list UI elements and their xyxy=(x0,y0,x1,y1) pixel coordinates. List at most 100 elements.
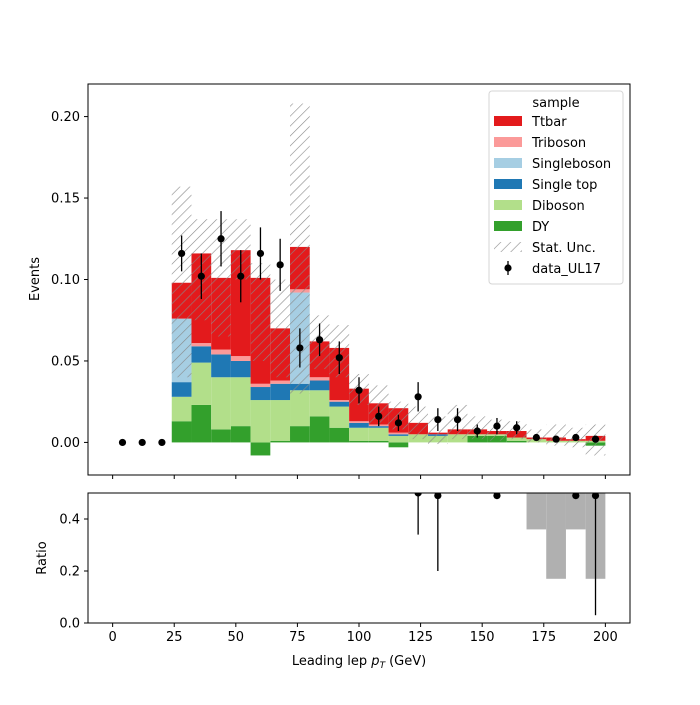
data-point-10 xyxy=(315,336,324,344)
bar-single-top-0 xyxy=(171,382,192,397)
x-tick-label-3: 75 xyxy=(289,630,306,645)
data-point-14 xyxy=(394,419,403,427)
bar-dy-2 xyxy=(211,429,231,443)
bar-single-top-2 xyxy=(211,354,231,378)
legend-swatch-triboson xyxy=(494,137,522,147)
x-axis-label-text: Leading lep xyxy=(292,654,367,669)
x-tick-label-6: 150 xyxy=(470,630,495,645)
x-tick-label-7: 175 xyxy=(531,630,556,645)
bar-diboson-3 xyxy=(230,377,251,427)
bar-triboson-5 xyxy=(270,380,291,384)
legend-label-diboson: Diboson xyxy=(532,199,585,214)
bar-single-top-11 xyxy=(388,434,409,436)
data-point-12 xyxy=(355,386,363,394)
legend-label-single-top: Single top xyxy=(532,178,597,193)
bar-triboson-1 xyxy=(191,343,212,347)
bar-diboson-2 xyxy=(211,377,231,430)
data-point-20 xyxy=(513,424,521,432)
bar-diboson-11 xyxy=(388,435,409,443)
bar-dy-17 xyxy=(506,440,527,443)
legend-label-ttbar: Ttbar xyxy=(531,115,567,130)
bar-diboson-8 xyxy=(329,406,350,428)
legend-label-data-ul17: data_UL17 xyxy=(532,262,601,277)
bar-dy-7 xyxy=(309,416,330,443)
bar-dy-5 xyxy=(270,440,291,443)
ratio-y-tick-label-2: 0.4 xyxy=(59,513,80,528)
stat-unc-band-12 xyxy=(408,406,428,440)
data-point-8 xyxy=(276,261,284,269)
legend-label-stat-unc: Stat. Unc. xyxy=(532,241,596,256)
main-y-tick-label-4: 0.20 xyxy=(51,110,80,125)
ratio-y-tick-label-1: 0.2 xyxy=(59,565,80,580)
bar-triboson-7 xyxy=(309,377,330,381)
data-point-19 xyxy=(493,422,501,430)
data-point-1 xyxy=(138,438,146,447)
stat-unc-band-10 xyxy=(368,385,389,425)
x-tick-label-0: 0 xyxy=(108,630,116,645)
data-point-2 xyxy=(158,438,166,447)
data-point-16 xyxy=(434,416,442,424)
legend-swatch-ttbar xyxy=(494,116,522,126)
legend-label-triboson: Triboson xyxy=(531,136,586,151)
bar-diboson-7 xyxy=(309,390,330,417)
bar-triboson-4 xyxy=(250,383,271,388)
stat-unc-band-6 xyxy=(290,103,310,394)
legend-title: sample xyxy=(532,96,579,111)
data-point-15 xyxy=(414,393,422,401)
ratio-point-3 xyxy=(572,493,580,500)
bar-triboson-2 xyxy=(211,349,231,355)
legend-label-dy: DY xyxy=(532,220,549,235)
bar-triboson-3 xyxy=(230,356,251,361)
ratio-point-1 xyxy=(434,493,442,500)
bar-triboson-11 xyxy=(388,432,409,435)
ratio-plot-area: 0.0 0.2 0.4 0 25 50 75 100 125 150 175 200 Ratio L… xyxy=(35,492,631,671)
bar-single-top-9 xyxy=(349,422,369,428)
stat-unc-band-19 xyxy=(546,424,566,446)
bar-dy-0 xyxy=(171,421,192,443)
legend-swatch-dy xyxy=(494,221,522,231)
data-point-3 xyxy=(178,249,186,258)
main-y-axis-label: Events xyxy=(28,257,43,301)
main-y-tick-label-3: 0.15 xyxy=(51,192,80,207)
bar-diboson-6 xyxy=(290,390,310,427)
x-axis-label-subscript: T xyxy=(380,661,387,671)
legend-swatch-singleboson xyxy=(494,158,522,168)
legend-swatch-stat-unc xyxy=(494,242,522,252)
x-tick-label-1: 25 xyxy=(166,630,183,645)
bar-dy-11 xyxy=(388,442,409,448)
data-point-22 xyxy=(552,435,560,443)
ratio-unc-band-0 xyxy=(526,493,547,530)
ratio-y-tick-label-0: 0.0 xyxy=(59,617,80,632)
legend-marker-data-ul17 xyxy=(504,264,512,272)
data-point-17 xyxy=(453,416,462,424)
ratio-point-0 xyxy=(414,493,422,497)
x-axis-label-symbol: p xyxy=(370,654,379,669)
ratio-point-2 xyxy=(493,493,501,500)
data-point-21 xyxy=(532,433,540,442)
bar-single-top-10 xyxy=(368,426,389,428)
ratio-point-4 xyxy=(591,493,600,500)
bar-diboson-9 xyxy=(349,427,369,441)
bar-dy-8 xyxy=(329,427,350,443)
main-y-tick-label-0: 0.00 xyxy=(51,436,80,451)
legend-label-singleboson: Singleboson xyxy=(532,157,611,172)
bar-dy-9 xyxy=(349,440,369,443)
bar-dy-10 xyxy=(368,440,389,443)
bar-triboson-9 xyxy=(349,421,369,423)
bar-diboson-10 xyxy=(368,427,389,441)
data-point-9 xyxy=(296,344,304,352)
data-point-7 xyxy=(256,249,265,258)
stat-unc-band-0 xyxy=(171,186,192,378)
x-tick-label-4: 100 xyxy=(347,630,372,645)
bar-dy-4 xyxy=(250,442,271,456)
data-point-6 xyxy=(237,272,245,280)
stat-unc-band-5 xyxy=(270,279,291,378)
ratio-y-axis-label: Ratio xyxy=(35,541,50,574)
data-point-4 xyxy=(197,272,205,280)
bar-diboson-1 xyxy=(191,362,212,405)
bar-triboson-8 xyxy=(329,400,350,402)
x-tick-label-2: 50 xyxy=(228,630,245,645)
stat-unc-band-4 xyxy=(250,263,271,361)
bar-dy-3 xyxy=(230,426,251,443)
